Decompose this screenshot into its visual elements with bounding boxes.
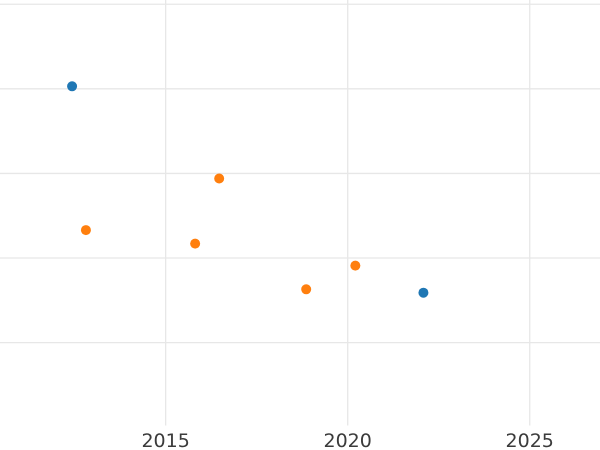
blue-series-point bbox=[418, 287, 429, 298]
x-tick-label: 2025 bbox=[506, 430, 554, 450]
orange-series-point bbox=[301, 284, 312, 295]
x-tick-label: 2020 bbox=[324, 430, 372, 450]
blue-series-point bbox=[67, 81, 78, 92]
orange-series-point bbox=[214, 173, 225, 184]
orange-series-point bbox=[350, 260, 361, 271]
orange-series-point bbox=[80, 225, 91, 236]
x-tick-label: 2015 bbox=[141, 430, 189, 450]
orange-series-point bbox=[190, 238, 201, 249]
